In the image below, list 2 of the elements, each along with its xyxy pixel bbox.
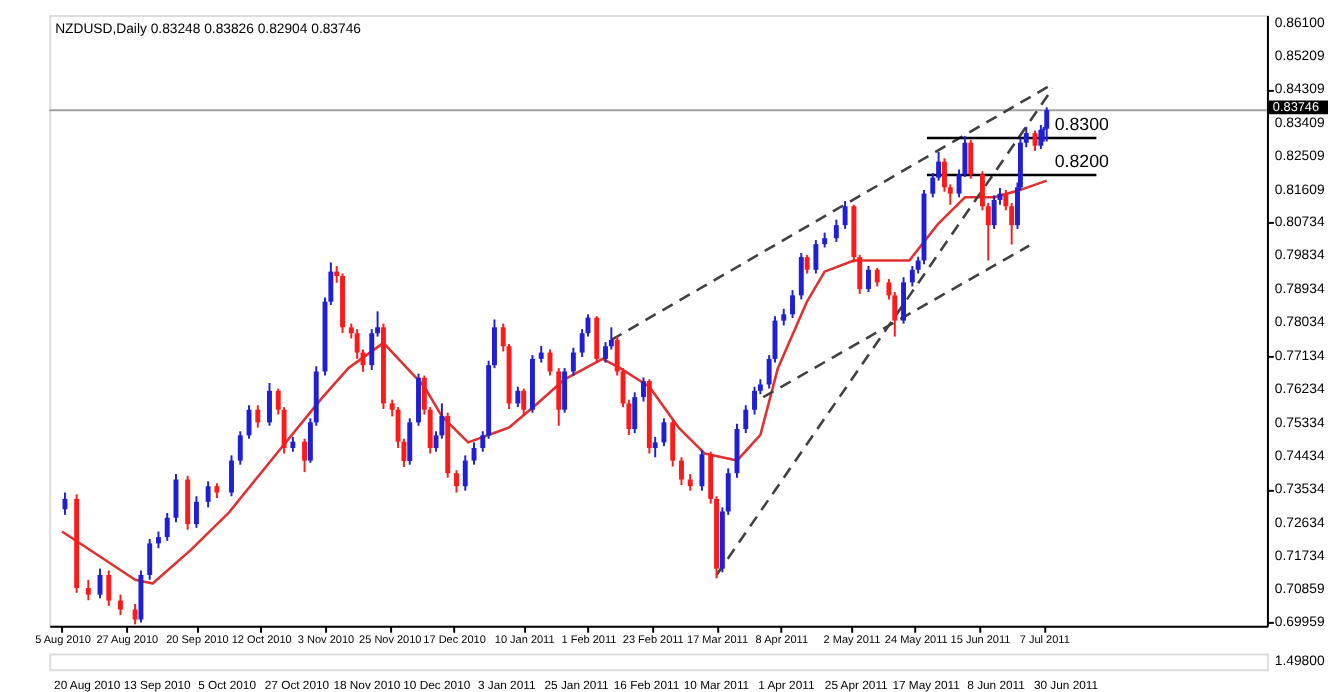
annotation: 0.8200: [1054, 151, 1110, 172]
annotation: 0.8300: [1054, 114, 1110, 135]
